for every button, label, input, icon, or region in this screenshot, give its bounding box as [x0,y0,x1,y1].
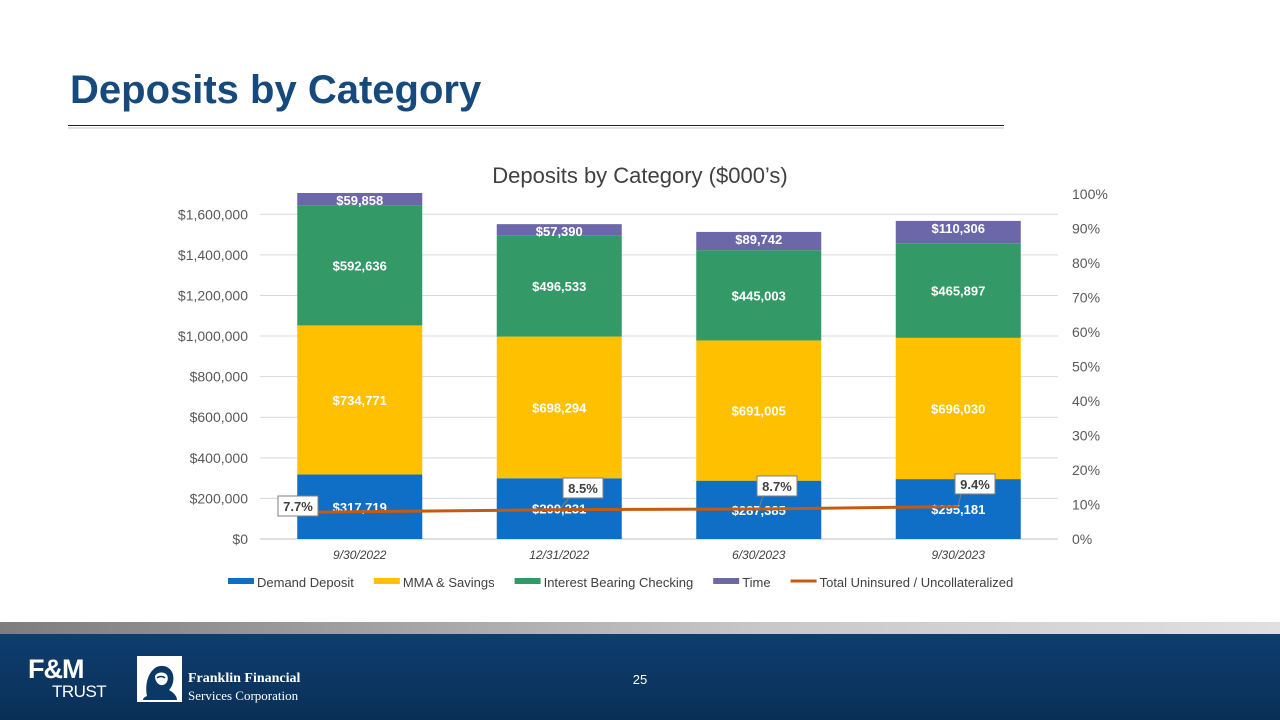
bar-data-label: $698,294 [532,400,587,415]
page-number: 25 [632,672,648,687]
y-right-tick-label: 0% [1072,531,1092,547]
bar-data-label: $465,897 [931,284,985,299]
y-left-tick-label: $0 [232,531,248,547]
line-data-label-box [756,475,798,497]
legend-swatch [228,578,254,584]
bar-data-label: $445,003 [732,288,786,303]
legend-label: Interest Bearing Checking [544,575,694,590]
legend-swatch [373,578,400,584]
line-series-uninsured [290,505,959,514]
y-left-tick-label: $1,400,000 [178,247,248,263]
franklin-financial-line1: Franklin Financial [188,671,301,686]
x-tick-label: 9/30/2023 [932,548,986,562]
title-rule [68,125,1004,126]
chart-title: Deposits by Category ($000’s) [492,163,788,188]
y-left-tick-label: $1,200,000 [178,287,248,303]
line-data-label: 7.7% [283,499,313,514]
deposits-chart: Deposits by Category ($000’s) $0 $200,000 $… [178,163,1108,590]
y-right-tick-label: 50% [1072,359,1100,375]
bar-data-label: $89,742 [735,232,782,247]
bar-data-label: $696,030 [931,401,985,416]
legend-label: MMA & Savings [403,575,495,590]
line-data-label: 9.4% [960,477,990,492]
y-right-tick-label: 20% [1072,462,1100,478]
line-data-label-box [562,477,604,499]
bar-data-label: $496,533 [532,279,586,294]
legend-swatch [713,578,740,584]
bar-segment [496,224,622,236]
bar-segment [297,192,423,206]
y-left-tick-label: $800,000 [190,369,249,385]
line-data-label: 8.5% [568,481,598,496]
legend-label: Demand Deposit [257,575,354,590]
bar-segment [895,337,1021,480]
fm-trust-logo: F&M TRUST [28,655,112,703]
bar-segment [696,231,822,251]
bar-data-label: $110,306 [931,221,985,236]
y-left-tick-label: $200,000 [190,490,249,506]
y-right-tick-label: 40% [1072,393,1100,409]
bar-segment [696,250,822,341]
y-left-tick-label: $600,000 [190,409,249,425]
footer-bar [0,634,1280,720]
y-right-tick-label: 90% [1072,221,1100,237]
y-left-tick-label: $1,000,000 [178,328,248,344]
line-data-label-leader [558,497,570,510]
line-data-label-box [954,473,996,495]
bar-segment [895,243,1021,338]
franklin-financial-name: Franklin Financial Services Corporation [188,670,300,704]
line-data-label: 8.7% [762,479,792,494]
bar-segment [696,340,822,481]
bar-segment [297,205,423,326]
franklin-financial-logo: Franklin Financial Services Corporation [137,656,307,704]
fm-logo-bottom: TRUST [52,682,107,701]
y-left-tick-label: $400,000 [190,450,249,466]
y-right-tick-label: 30% [1072,428,1100,444]
x-tick-label: 12/31/2022 [529,548,589,562]
y-right-tick-label: 10% [1072,497,1100,513]
bar-data-label: $691,005 [732,404,786,419]
x-tick-label: 9/30/2022 [333,548,387,562]
y-right-tick-label: 80% [1072,255,1100,271]
legend-swatch [514,578,541,584]
bar-segment [496,235,622,337]
y-right-tick-label: 60% [1072,324,1100,340]
bar-segment [496,336,622,479]
bar-data-label: $592,636 [333,258,387,273]
legend-label: Total Uninsured / Uncollateralized [820,575,1014,590]
slide-title: Deposits by Category [70,68,482,112]
fm-logo-top: F&M [28,654,84,684]
line-data-label-box [277,495,319,517]
bar-data-label: $59,858 [336,193,383,208]
franklin-financial-line2: Services Corporation [188,688,299,703]
y-right-tick-label: 70% [1072,290,1100,306]
bar-data-label: $57,390 [536,224,583,239]
bar-segment [895,220,1021,244]
y-right-tick-label: 100% [1072,186,1108,202]
x-tick-label: 6/30/2023 [732,548,786,562]
legend-label: Time [742,575,770,590]
line-data-label-leader [758,495,764,510]
franklin-portrait-icon [137,656,182,702]
bar-segment [297,325,423,475]
bar-data-label: $734,771 [333,393,387,408]
title-rule-shadow [68,127,1004,129]
footer-accent-strip [0,622,1280,634]
line-data-label-leader [957,493,962,507]
y-left-tick-label: $1,600,000 [178,206,248,222]
